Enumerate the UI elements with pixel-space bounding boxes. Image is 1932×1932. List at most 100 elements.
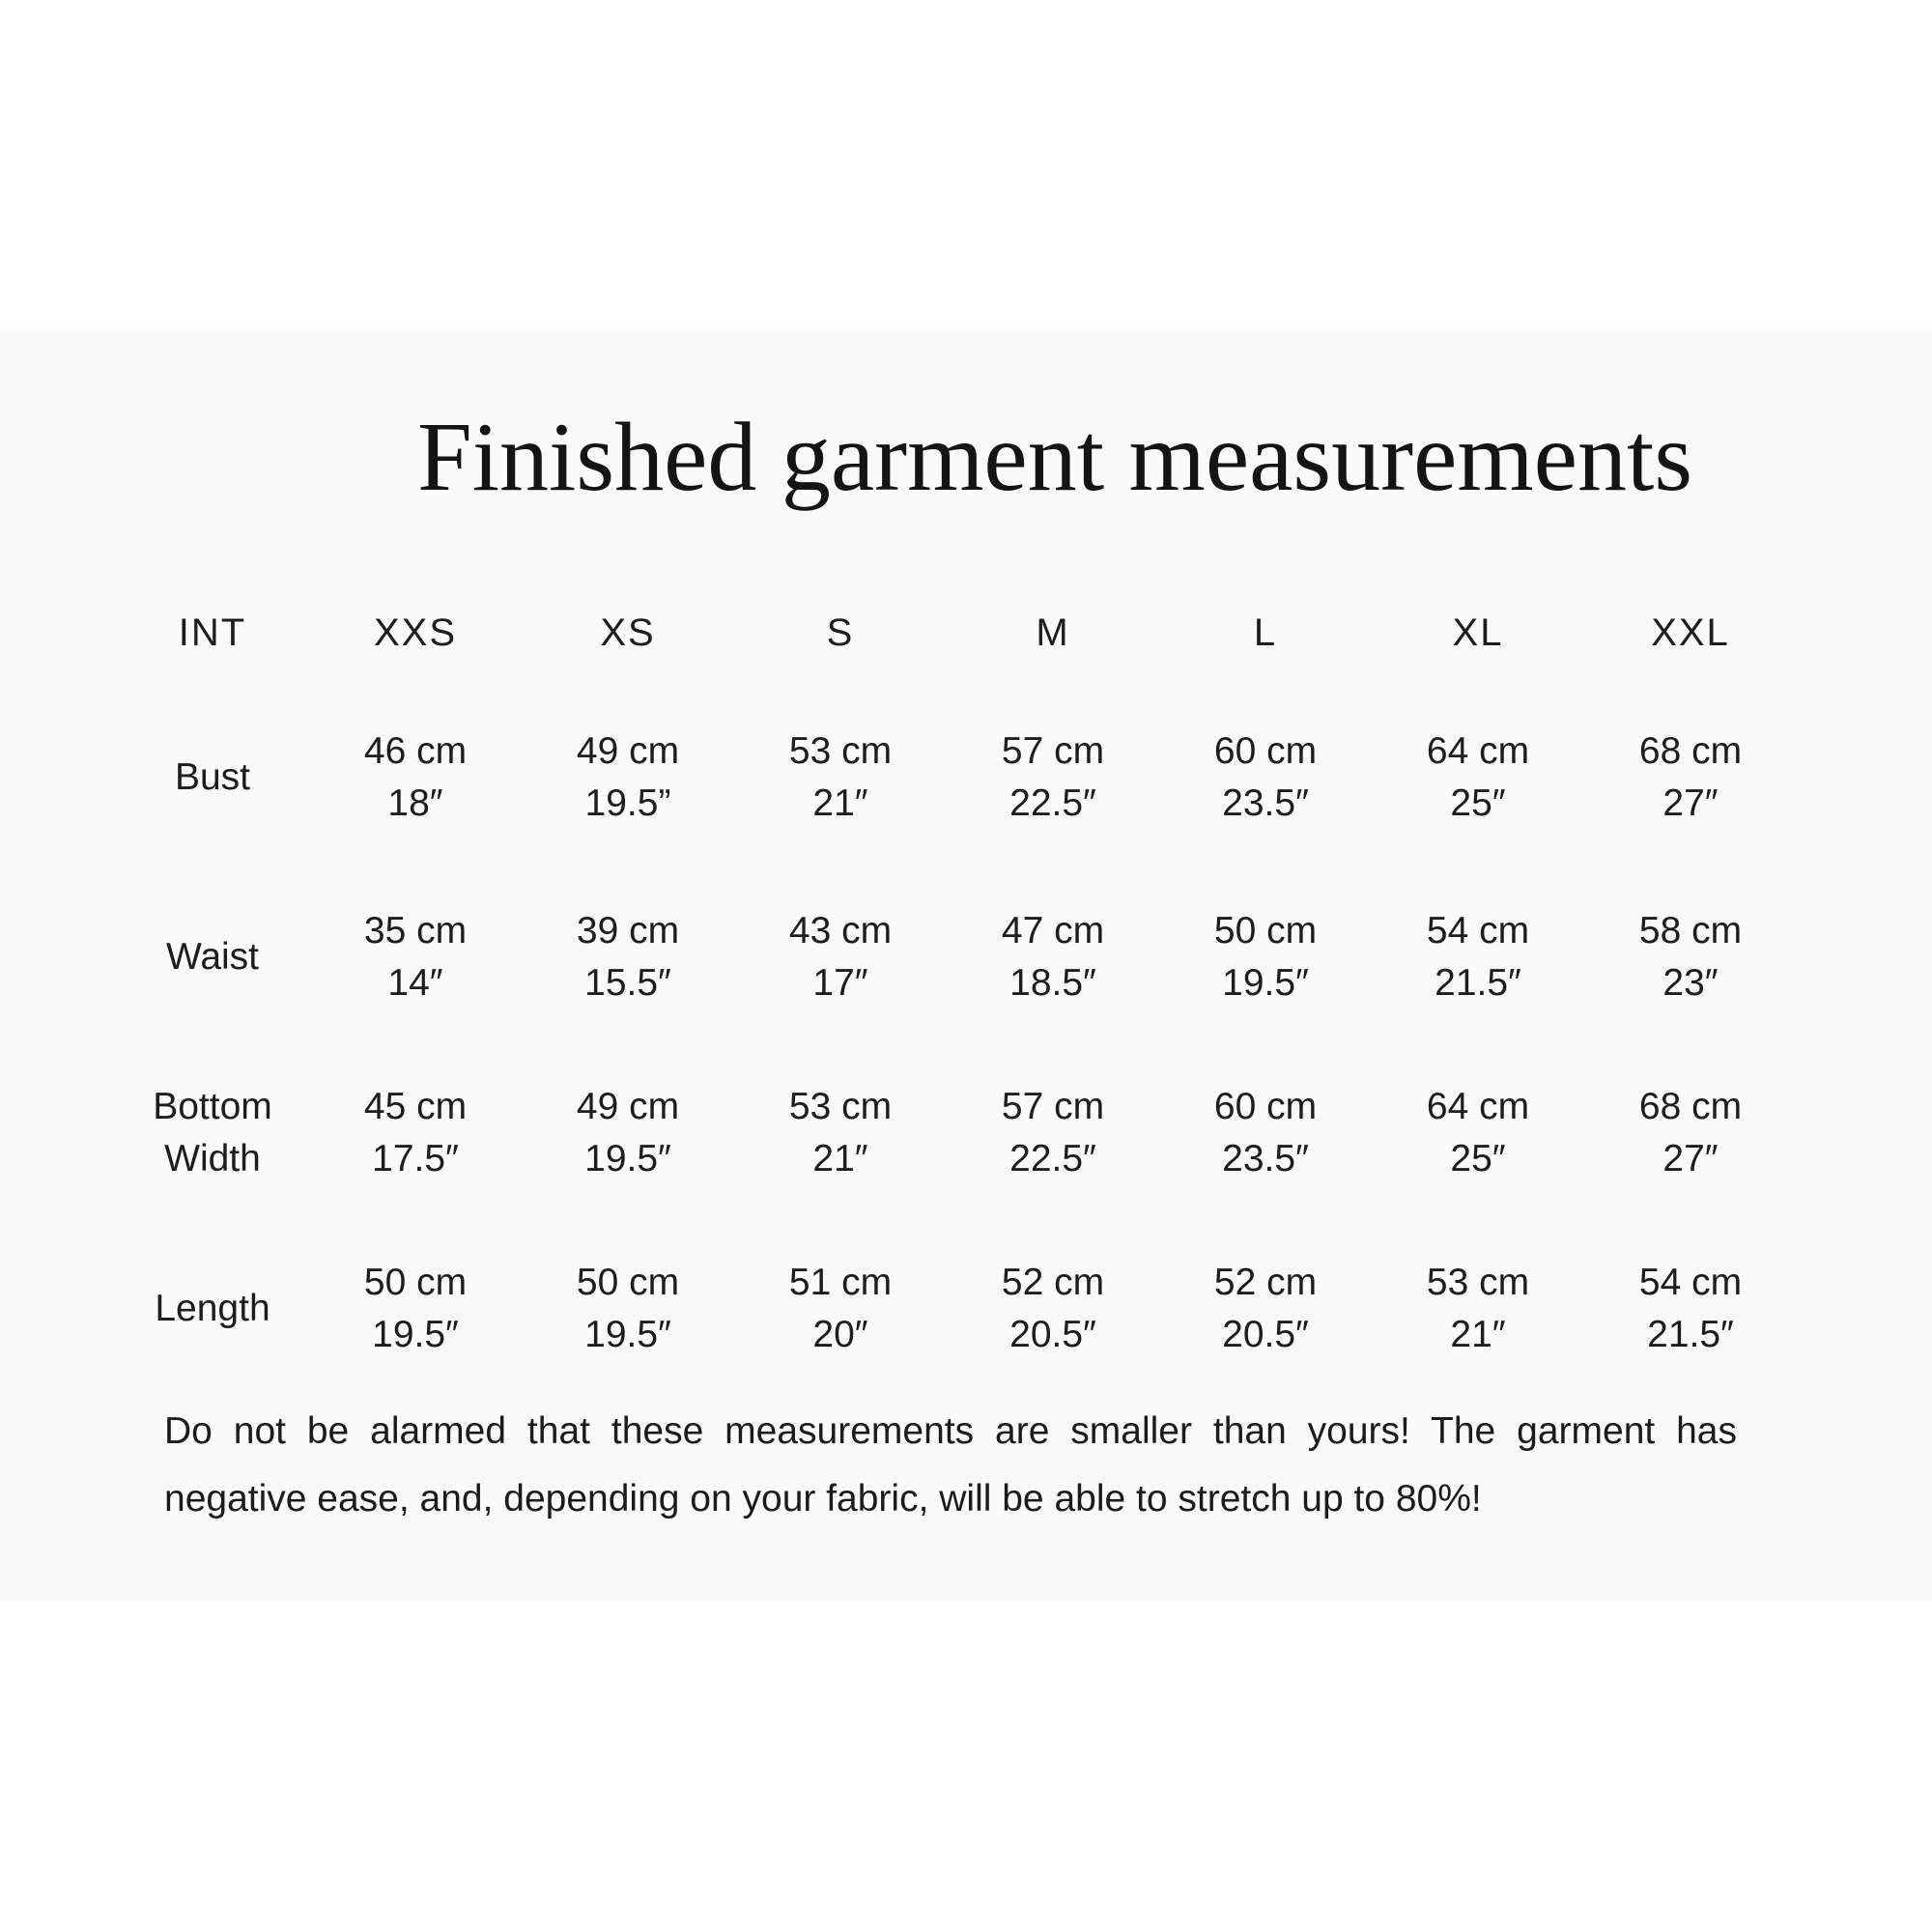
measurement-cm: 43 cm: [788, 910, 893, 952]
measurement-cm: 64 cm: [1426, 730, 1530, 772]
measurement-inch: 21.5″: [1435, 962, 1521, 1004]
measurement-cm: 45 cm: [363, 1086, 468, 1127]
measurement-cm: 53 cm: [1426, 1262, 1530, 1303]
measurement-cm: 60 cm: [1213, 1086, 1318, 1127]
measurement-cm: 53 cm: [788, 730, 893, 772]
measurement-inch: 19.5″: [584, 1314, 671, 1355]
row-label-waist: Waist: [165, 936, 260, 978]
measurement-cm: 52 cm: [1213, 1262, 1318, 1303]
measurement-inch: 19.5”: [584, 782, 671, 824]
measurement-cm: 58 cm: [1638, 910, 1743, 952]
measurement-inch: 20.5″: [1009, 1314, 1096, 1355]
measurement-cm: 54 cm: [1426, 910, 1530, 952]
measurement-inch: 17″: [812, 962, 868, 1004]
col-header-m: M: [1036, 611, 1070, 654]
measurement-cell: 57 cm 22.5″: [947, 686, 1159, 869]
measurement-inch: 25″: [1450, 1138, 1506, 1179]
measurement-cell: 49 cm 19.5”: [522, 686, 734, 869]
measurement-inch: 23.5″: [1222, 782, 1309, 824]
note-line-1: Do not be alarmed that these measurement…: [164, 1410, 1737, 1452]
size-table: INT XXS XS S M L XL XXL Bust 46 cm 18″ 4…: [116, 580, 1797, 1397]
measurement-cell: 43 cm 17″: [734, 869, 947, 1045]
measurement-cell: 58 cm 23″: [1584, 869, 1797, 1045]
measurement-cell: 50 cm 19.5″: [522, 1221, 734, 1397]
measurement-cm: 47 cm: [1001, 910, 1105, 952]
measurement-cm: 64 cm: [1426, 1086, 1530, 1127]
measurement-cm: 52 cm: [1001, 1262, 1105, 1303]
measurement-inch: 17.5″: [372, 1138, 459, 1179]
measurement-inch: 15.5″: [584, 962, 671, 1004]
page-title: Finished garment measurements: [416, 403, 1693, 512]
measurement-cell: 52 cm 20.5″: [1159, 1221, 1372, 1397]
measurement-inch: 22.5″: [1009, 1138, 1096, 1179]
measurement-cm: 51 cm: [788, 1262, 893, 1303]
measurement-inch: 19.5″: [584, 1138, 671, 1179]
measurement-cell: 60 cm 23.5″: [1159, 1045, 1372, 1221]
measurement-inch: 18″: [387, 782, 443, 824]
row-label-bottom-width: Bottom Width: [153, 1086, 272, 1179]
measurement-inch: 19.5″: [372, 1314, 459, 1355]
measurement-cell: 49 cm 19.5″: [522, 1045, 734, 1221]
measurement-inch: 19.5″: [1222, 962, 1309, 1004]
measurement-cm: 49 cm: [576, 730, 680, 772]
negative-ease-note: Do not be alarmed that these measurement…: [164, 1398, 1737, 1533]
measurement-cell: 47 cm 18.5″: [947, 869, 1159, 1045]
col-header-xxl: XXL: [1651, 611, 1730, 654]
note-line-2: negative ease, and, depending on your fa…: [164, 1478, 1482, 1520]
measurement-cell: 50 cm 19.5″: [309, 1221, 522, 1397]
measurement-cell: 53 cm 21″: [734, 686, 947, 869]
measurement-cm: 57 cm: [1001, 730, 1105, 772]
row-label-length: Length: [155, 1288, 270, 1329]
measurement-inch: 21.5″: [1647, 1314, 1734, 1355]
measurement-cell: 45 cm 17.5″: [309, 1045, 522, 1221]
measurement-cell: 51 cm 20″: [734, 1221, 947, 1397]
measurement-inch: 23″: [1662, 962, 1719, 1004]
col-header-l: L: [1253, 611, 1278, 654]
measurement-cell: 52 cm 20.5″: [947, 1221, 1159, 1397]
measurement-cell: 57 cm 22.5″: [947, 1045, 1159, 1221]
measurement-cm: 68 cm: [1638, 1086, 1743, 1127]
measurement-inch: 21″: [812, 1138, 868, 1179]
measurement-cell: 68 cm 27″: [1584, 686, 1797, 869]
col-header-s: S: [826, 611, 855, 654]
measurement-inch: 14″: [387, 962, 443, 1004]
measurement-cm: 68 cm: [1638, 730, 1743, 772]
col-header-xs: XS: [600, 611, 656, 654]
measurement-inch: 20.5″: [1222, 1314, 1309, 1355]
measurement-cm: 57 cm: [1001, 1086, 1105, 1127]
measurement-cm: 54 cm: [1638, 1262, 1743, 1303]
measurement-cell: 60 cm 23.5″: [1159, 686, 1372, 869]
measurement-inch: 18.5″: [1009, 962, 1096, 1004]
measurement-cell: 53 cm 21″: [734, 1045, 947, 1221]
measurement-cm: 60 cm: [1213, 730, 1318, 772]
measurement-cell: 68 cm 27″: [1584, 1045, 1797, 1221]
col-header-xxs: XXS: [373, 611, 458, 654]
measurement-inch: 27″: [1662, 1138, 1719, 1179]
measurement-cell: 46 cm 18″: [309, 686, 522, 869]
measurement-inch: 21″: [1450, 1314, 1506, 1355]
measurement-cell: 54 cm 21.5″: [1372, 869, 1584, 1045]
measurement-cm: 46 cm: [363, 730, 468, 772]
measurement-cell: 50 cm 19.5″: [1159, 869, 1372, 1045]
measurement-cm: 50 cm: [363, 1262, 468, 1303]
measurement-cell: 54 cm 21.5″: [1584, 1221, 1797, 1397]
content-card: [0, 330, 1932, 1603]
measurement-inch: 23.5″: [1222, 1138, 1309, 1179]
measurement-cm: 35 cm: [363, 910, 468, 952]
measurement-cm: 53 cm: [788, 1086, 893, 1127]
measurement-cm: 49 cm: [576, 1086, 680, 1127]
measurement-inch: 25″: [1450, 782, 1506, 824]
measurement-inch: 20″: [812, 1314, 868, 1355]
col-header-xl: XL: [1452, 611, 1504, 654]
col-header-int: INT: [178, 611, 247, 654]
measurement-cell: 35 cm 14″: [309, 869, 522, 1045]
measurement-cell: 64 cm 25″: [1372, 686, 1584, 869]
measurement-cell: 53 cm 21″: [1372, 1221, 1584, 1397]
measurement-cell: 39 cm 15.5″: [522, 869, 734, 1045]
measurement-cm: 50 cm: [576, 1262, 680, 1303]
measurement-inch: 27″: [1662, 782, 1719, 824]
measurement-cm: 50 cm: [1213, 910, 1318, 952]
measurement-cell: 64 cm 25″: [1372, 1045, 1584, 1221]
measurement-cm: 39 cm: [576, 910, 680, 952]
